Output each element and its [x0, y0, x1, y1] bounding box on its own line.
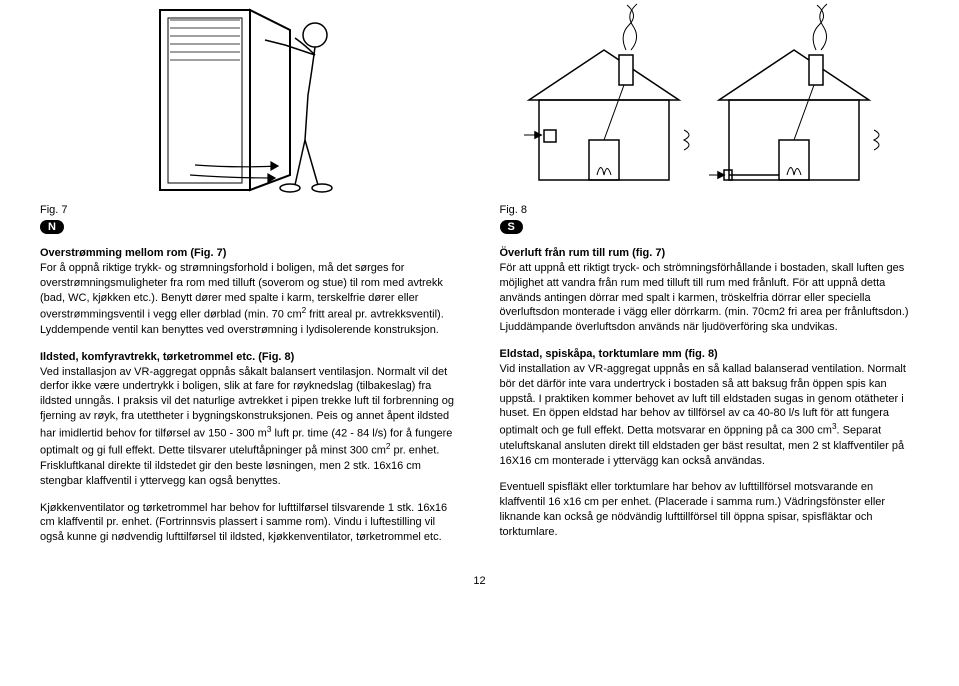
figure-8-caption: Fig. 8 [500, 204, 920, 216]
page: Fig. 7 N [0, 0, 959, 617]
section-kitchen-vent: Kjøkkenventilator og tørketrommel har be… [40, 501, 460, 546]
section-overluft: Överluft från rum till rum (fig. 7) För … [500, 246, 920, 335]
figure-8-illustration [519, 0, 899, 200]
section-overflow-rooms: Overstrømming mellom rom (Fig. 7) For å … [40, 246, 460, 338]
figure-7-caption: Fig. 7 [40, 204, 460, 216]
section-eldstad: Eldstad, spiskåpa, torktumlare mm (fig. … [500, 347, 920, 468]
figure-8-box: Fig. 8 S [500, 0, 920, 238]
text-columns: Overstrømming mellom rom (Fig. 7) For å … [40, 246, 919, 557]
figures-row: Fig. 7 N [40, 0, 919, 238]
heading-eldstad: Eldstad, spiskåpa, torktumlare mm (fig. … [500, 348, 718, 360]
heading-overluft: Överluft från rum till rum (fig. 7) [500, 247, 666, 259]
column-swedish: Överluft från rum till rum (fig. 7) För … [500, 246, 920, 557]
heading-fireplace: Ildsted, komfyravtrekk, tørketrommel etc… [40, 351, 294, 363]
column-norwegian: Overstrømming mellom rom (Fig. 7) For å … [40, 246, 460, 557]
text-spisflakt: Eventuell spisfläkt eller torktumlare ha… [500, 481, 886, 538]
heading-overflow: Overstrømming mellom rom (Fig. 7) [40, 247, 226, 259]
section-fireplace: Ildsted, komfyravtrekk, tørketrommel etc… [40, 350, 460, 489]
text-overluft: För att uppnå ett riktigt tryck- och str… [500, 262, 909, 333]
figure-7-illustration [100, 0, 400, 200]
page-number: 12 [40, 575, 919, 587]
figure-7-box: Fig. 7 N [40, 0, 460, 238]
text-kitchen: Kjøkkenventilator og tørketrommel har be… [40, 502, 447, 544]
language-badge-n: N [40, 220, 64, 234]
section-spisflakt: Eventuell spisfläkt eller torktumlare ha… [500, 480, 920, 539]
language-badge-s: S [500, 220, 523, 234]
